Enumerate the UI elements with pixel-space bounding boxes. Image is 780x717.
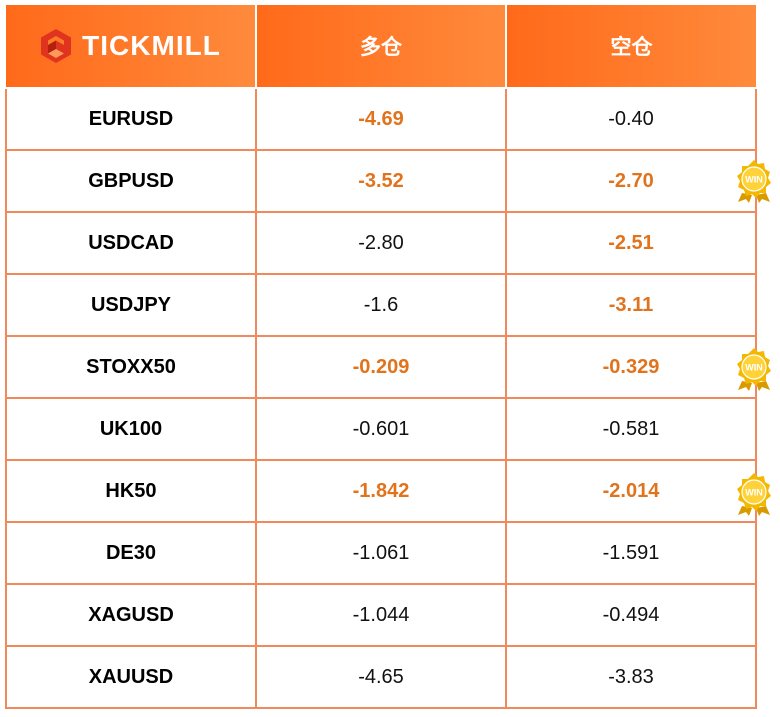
symbol-cell: GBPUSD [5, 149, 257, 213]
symbol-cell: EURUSD [5, 87, 257, 151]
short-swap-cell: -3.83 [505, 645, 757, 709]
short-swap-cell: -0.329 [505, 335, 757, 399]
long-swap-cell: -4.69 [255, 87, 507, 151]
table-row: GBPUSD -3.52 -2.70 [5, 149, 757, 213]
symbol-cell: XAUUSD [5, 645, 257, 709]
table-row: DE30 -1.061 -1.591 [5, 521, 757, 585]
tickmill-logo-icon [41, 29, 72, 63]
symbol-cell: USDCAD [5, 211, 257, 275]
short-swap-cell: -0.581 [505, 397, 757, 461]
symbol-cell: HK50 [5, 459, 257, 523]
win-badge-label: WIN [745, 174, 763, 184]
long-swap-cell: -2.80 [255, 211, 507, 275]
long-swap-cell: -0.209 [255, 335, 507, 399]
long-swap-cell: -4.65 [255, 645, 507, 709]
table-row: USDCAD -2.80 -2.51 [5, 211, 757, 275]
table-row: XAUUSD -4.65 -3.83 [5, 645, 757, 709]
table-row: HK50 -1.842 -2.014 [5, 459, 757, 523]
table-row: EURUSD -4.69 -0.40 [5, 87, 757, 151]
win-badge-icon: WIN [734, 472, 774, 516]
long-swap-cell: -1.044 [255, 583, 507, 647]
symbol-cell: STOXX50 [5, 335, 257, 399]
table-header-row: TICKMILL 多仓 空仓 [6, 5, 756, 89]
short-column-header: 空仓 [505, 5, 756, 89]
short-swap-cell: -2.51 [505, 211, 757, 275]
long-swap-cell: -0.601 [255, 397, 507, 461]
win-badge-label: WIN [745, 362, 763, 372]
symbol-cell: USDJPY [5, 273, 257, 337]
table-body: EURUSD -4.69 -0.40 GBPUSD -3.52 -2.70 USDCAD -2… [5, 87, 757, 709]
win-badge-icon: WIN [734, 347, 774, 391]
win-badge-icon: WIN [734, 159, 774, 203]
table-row: UK100 -0.601 -0.581 [5, 397, 757, 461]
swap-rate-table-container: TICKMILL 多仓 空仓 EURUSD -4.69 -0.40 GBPUSD -3.… [5, 5, 757, 713]
symbol-cell: DE30 [5, 521, 257, 585]
short-swap-cell: -0.40 [505, 87, 757, 151]
short-swap-cell: -1.591 [505, 521, 757, 585]
long-swap-cell: -1.842 [255, 459, 507, 523]
brand-header-cell: TICKMILL [6, 5, 257, 89]
tickmill-logo: TICKMILL [6, 28, 255, 64]
long-swap-cell: -1.061 [255, 521, 507, 585]
table-row: XAGUSD -1.044 -0.494 [5, 583, 757, 647]
table-row: USDJPY -1.6 -3.11 [5, 273, 757, 337]
table-row: STOXX50 -0.209 -0.329 [5, 335, 757, 399]
symbol-cell: XAGUSD [5, 583, 257, 647]
short-swap-cell: -3.11 [505, 273, 757, 337]
symbol-cell: UK100 [5, 397, 257, 461]
long-column-header: 多仓 [255, 5, 507, 89]
long-swap-cell: -1.6 [255, 273, 507, 337]
long-swap-cell: -3.52 [255, 149, 507, 213]
brand-name: TICKMILL [82, 30, 221, 61]
short-swap-cell: -2.014 [505, 459, 757, 523]
swap-rate-table: TICKMILL 多仓 空仓 EURUSD -4.69 -0.40 GBPUSD -3.… [5, 5, 757, 709]
win-badge-label: WIN [745, 487, 763, 497]
short-swap-cell: -2.70 [505, 149, 757, 213]
short-swap-cell: -0.494 [505, 583, 757, 647]
